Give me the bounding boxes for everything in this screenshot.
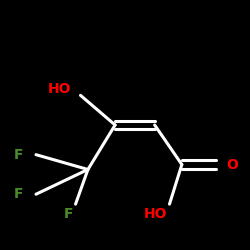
Text: F: F	[14, 148, 24, 162]
Text: O: O	[226, 158, 238, 172]
Text: HO: HO	[144, 207, 168, 221]
Text: F: F	[14, 187, 24, 201]
Text: F: F	[64, 207, 73, 221]
Text: HO: HO	[48, 82, 71, 96]
